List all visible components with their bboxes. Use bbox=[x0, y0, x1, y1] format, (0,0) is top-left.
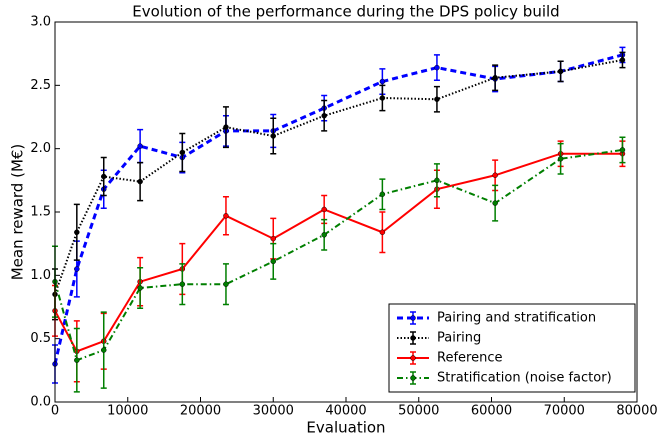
legend-box bbox=[388, 303, 636, 393]
point bbox=[74, 229, 80, 236]
point bbox=[492, 74, 498, 81]
point bbox=[137, 178, 143, 185]
point bbox=[223, 213, 229, 219]
legend-marker bbox=[410, 375, 416, 381]
point bbox=[379, 78, 386, 85]
point bbox=[434, 96, 440, 103]
y-tick-label: 3.0 bbox=[30, 15, 51, 30]
y-tick-label: 0.0 bbox=[30, 395, 51, 410]
point bbox=[179, 149, 186, 156]
point bbox=[223, 124, 229, 130]
point bbox=[492, 172, 498, 179]
point bbox=[379, 191, 386, 198]
point bbox=[379, 95, 386, 101]
point bbox=[179, 281, 186, 287]
y-tick-label: 2.0 bbox=[30, 141, 51, 156]
point bbox=[492, 200, 498, 206]
point bbox=[379, 229, 386, 236]
point bbox=[321, 206, 327, 213]
y-axis-label: Mean reward (M€) bbox=[9, 144, 27, 281]
legend-label: Stratification (noise factor) bbox=[437, 371, 612, 386]
point bbox=[74, 266, 80, 272]
point bbox=[557, 68, 564, 75]
legend-label: Reference bbox=[437, 351, 502, 366]
x-tick-label: 40000 bbox=[325, 404, 366, 419]
point bbox=[100, 347, 107, 353]
point bbox=[434, 177, 440, 184]
point bbox=[100, 173, 107, 180]
y-tick-label: 0.5 bbox=[30, 331, 51, 346]
point bbox=[619, 147, 626, 153]
x-tick-label: 30000 bbox=[253, 404, 294, 419]
point bbox=[137, 143, 143, 149]
legend-marker bbox=[410, 355, 416, 361]
x-tick-label: 70000 bbox=[544, 404, 585, 419]
point bbox=[321, 232, 327, 238]
point bbox=[321, 112, 327, 119]
point bbox=[270, 235, 276, 242]
plot-frame bbox=[54, 21, 638, 403]
x-tick-label: 50000 bbox=[398, 404, 439, 419]
legend-label: Pairing bbox=[437, 331, 481, 346]
legend-marker bbox=[410, 315, 416, 321]
legend-marker bbox=[410, 335, 416, 341]
y-tick-label: 1.0 bbox=[30, 268, 51, 283]
x-tick-label: 60000 bbox=[471, 404, 512, 419]
legend-label: Pairing and stratification bbox=[437, 311, 596, 326]
point bbox=[619, 57, 626, 63]
point bbox=[557, 156, 564, 162]
point bbox=[270, 258, 276, 265]
chart-title: Evolution of the performance during the … bbox=[132, 3, 559, 21]
x-tick-label: 10000 bbox=[107, 404, 148, 419]
y-tick-label: 1.5 bbox=[30, 205, 51, 220]
x-tick-label: 0 bbox=[51, 404, 59, 419]
x-tick-label: 20000 bbox=[180, 404, 221, 419]
point bbox=[223, 281, 229, 287]
point bbox=[270, 133, 276, 139]
point bbox=[137, 285, 143, 291]
x-tick-label: 80000 bbox=[616, 404, 657, 419]
point bbox=[434, 64, 440, 71]
x-axis-label: Evaluation bbox=[306, 419, 385, 437]
y-tick-label: 2.5 bbox=[30, 78, 51, 93]
point bbox=[74, 357, 80, 363]
